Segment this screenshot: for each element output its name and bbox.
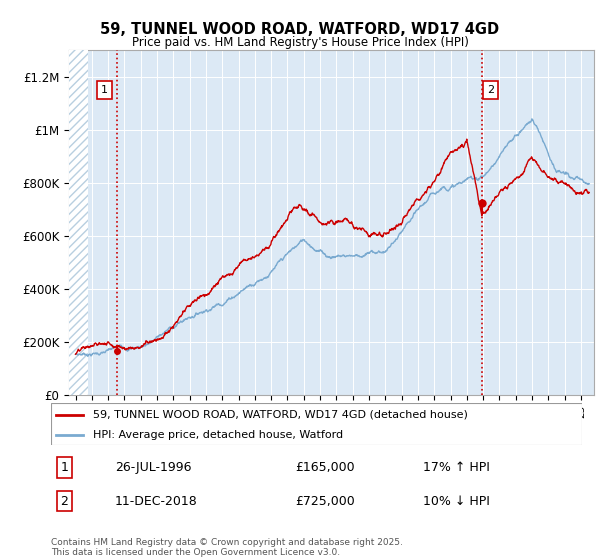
Text: 10% ↓ HPI: 10% ↓ HPI <box>422 494 490 508</box>
FancyBboxPatch shape <box>51 403 582 445</box>
Text: 17% ↑ HPI: 17% ↑ HPI <box>422 461 490 474</box>
Text: 1: 1 <box>61 461 68 474</box>
Text: Contains HM Land Registry data © Crown copyright and database right 2025.
This d: Contains HM Land Registry data © Crown c… <box>51 538 403 557</box>
Text: £725,000: £725,000 <box>295 494 355 508</box>
Text: £165,000: £165,000 <box>295 461 355 474</box>
Text: 59, TUNNEL WOOD ROAD, WATFORD, WD17 4GD (detached house): 59, TUNNEL WOOD ROAD, WATFORD, WD17 4GD … <box>94 410 469 420</box>
Text: 11-DEC-2018: 11-DEC-2018 <box>115 494 197 508</box>
Text: HPI: Average price, detached house, Watford: HPI: Average price, detached house, Watf… <box>94 430 344 440</box>
Text: Price paid vs. HM Land Registry's House Price Index (HPI): Price paid vs. HM Land Registry's House … <box>131 36 469 49</box>
Bar <box>69 50 88 395</box>
Text: 2: 2 <box>61 494 68 508</box>
Text: 1: 1 <box>101 85 108 95</box>
Text: 26-JUL-1996: 26-JUL-1996 <box>115 461 191 474</box>
Text: 59, TUNNEL WOOD ROAD, WATFORD, WD17 4GD: 59, TUNNEL WOOD ROAD, WATFORD, WD17 4GD <box>100 22 500 38</box>
Text: 2: 2 <box>487 85 494 95</box>
